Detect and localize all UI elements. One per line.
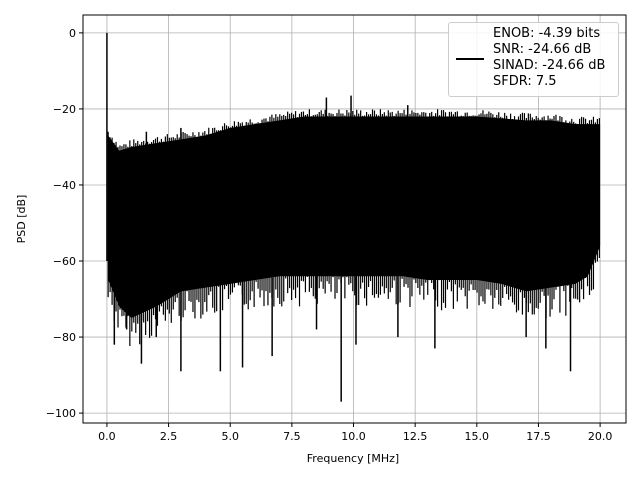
x-tick-label: 0.0 (98, 430, 116, 443)
x-axis-label: Frequency [MHz] (307, 452, 399, 465)
y-tick-label: 0 (69, 27, 76, 40)
y-tick-label: −40 (53, 179, 76, 192)
x-tick-label: 5.0 (221, 430, 239, 443)
y-tick-label: −60 (53, 255, 76, 268)
y-tick-label: −80 (53, 331, 76, 344)
axes-frame (82, 14, 627, 424)
y-axis-label: PSD [dB] (15, 195, 28, 244)
legend-snr: SNR: -24.66 dB (493, 42, 592, 57)
y-tick-label: −100 (46, 407, 76, 420)
legend-sfdr: SFDR: 7.5 (493, 74, 557, 89)
ticks: 0.0 2.5 5.0 7.5 10.0 12.5 15.0 17.5 20.0 0 −20 −40 −… (46, 27, 613, 443)
x-tick-label: 12.5 (403, 430, 428, 443)
x-tick-label: 20.0 (588, 430, 613, 443)
plot-area (106, 32, 601, 402)
x-tick-label: 10.0 (341, 430, 366, 443)
x-tick-label: 7.5 (283, 430, 301, 443)
legend-enob: ENOB: -4.39 bits (493, 26, 601, 41)
x-tick-label: 17.5 (526, 430, 551, 443)
legend-line-swatch (456, 58, 484, 60)
y-tick-label: −20 (53, 103, 76, 116)
x-tick-label: 15.0 (465, 430, 490, 443)
x-tick-label: 2.5 (160, 430, 178, 443)
legend-sinad: SINAD: -24.66 dB (493, 58, 606, 73)
legend: ENOB: -4.39 bits SNR: -24.66 dB SINAD: -… (448, 22, 619, 97)
